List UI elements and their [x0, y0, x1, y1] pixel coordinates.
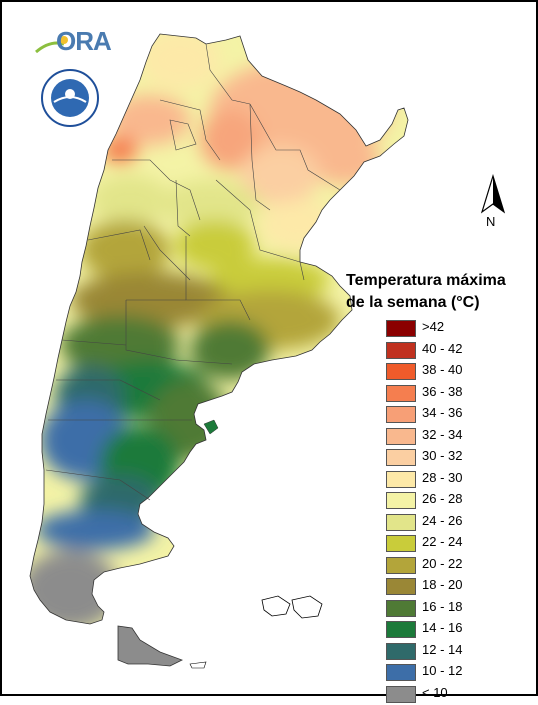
legend-swatch [386, 363, 416, 380]
legend-item: < 10 [386, 684, 526, 705]
legend-label: 18 - 20 [422, 577, 462, 592]
legend-swatch [386, 686, 416, 703]
legend-swatch [386, 664, 416, 681]
legend-swatch [386, 471, 416, 488]
legend-item: 10 - 12 [386, 662, 526, 684]
legend-label: 12 - 14 [422, 642, 462, 657]
legend-swatch [386, 406, 416, 423]
legend-label: 34 - 36 [422, 405, 462, 420]
legend-swatch [386, 557, 416, 574]
legend-swatch [386, 428, 416, 445]
legend-item: 14 - 16 [386, 619, 526, 641]
legend-label: 40 - 42 [422, 341, 462, 356]
legend-label: 24 - 26 [422, 513, 462, 528]
legend: >42 40 - 42 38 - 40 36 - 38 34 - 36 32 - 34 30… [386, 318, 526, 705]
legend-swatch [386, 535, 416, 552]
tierra-del-fuego [118, 626, 182, 666]
legend-swatch [386, 621, 416, 638]
legend-label: 32 - 34 [422, 427, 462, 442]
north-label: N [486, 214, 495, 229]
legend-item: 32 - 34 [386, 426, 526, 448]
legend-swatch [386, 514, 416, 531]
legend-swatch [386, 643, 416, 660]
legend-item: 22 - 24 [386, 533, 526, 555]
legend-label: 30 - 32 [422, 448, 462, 463]
legend-item: 18 - 20 [386, 576, 526, 598]
legend-label: 14 - 16 [422, 620, 462, 635]
legend-title-line2: de la semana (°C) [346, 292, 536, 314]
legend-swatch [386, 385, 416, 402]
legend-label: 38 - 40 [422, 362, 462, 377]
legend-title: Temperatura máxima de la semana (°C) [346, 270, 536, 314]
legend-item: 38 - 40 [386, 361, 526, 383]
malvinas-islands [262, 596, 322, 618]
ora-logo-text: ORA [56, 26, 111, 57]
legend-label: 16 - 18 [422, 599, 462, 614]
legend-item: 30 - 32 [386, 447, 526, 469]
legend-item: 24 - 26 [386, 512, 526, 534]
legend-swatch [386, 578, 416, 595]
legend-swatch [386, 342, 416, 359]
legend-item: 16 - 18 [386, 598, 526, 620]
legend-swatch [386, 492, 416, 509]
legend-item: 12 - 14 [386, 641, 526, 663]
legend-label: 22 - 24 [422, 534, 462, 549]
legend-item: 36 - 38 [386, 383, 526, 405]
legend-item: 26 - 28 [386, 490, 526, 512]
legend-label: 26 - 28 [422, 491, 462, 506]
peninsula-valdes [204, 420, 218, 434]
legend-label: 36 - 38 [422, 384, 462, 399]
smn-seal [40, 68, 100, 128]
legend-item: 28 - 30 [386, 469, 526, 491]
legend-item: >42 [386, 318, 526, 340]
legend-swatch [386, 449, 416, 466]
legend-item: 20 - 22 [386, 555, 526, 577]
legend-label: >42 [422, 319, 444, 334]
legend-title-line1: Temperatura máxima [346, 270, 536, 292]
legend-label: 10 - 12 [422, 663, 462, 678]
legend-label: < 10 [422, 685, 448, 700]
legend-swatch [386, 600, 416, 617]
legend-item: 34 - 36 [386, 404, 526, 426]
legend-item: 40 - 42 [386, 340, 526, 362]
isla-de-los-estados [190, 662, 206, 668]
legend-label: 28 - 30 [422, 470, 462, 485]
legend-label: 20 - 22 [422, 556, 462, 571]
legend-swatch [386, 320, 416, 337]
